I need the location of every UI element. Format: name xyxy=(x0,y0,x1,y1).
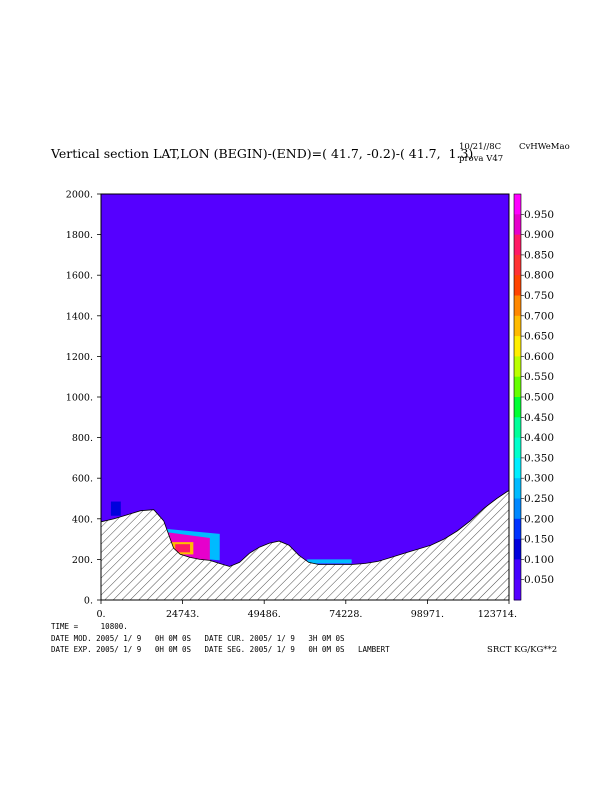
colorbar-swatch xyxy=(514,579,521,601)
colorbar-swatch xyxy=(514,498,521,520)
y-tick-label: 2000. xyxy=(66,190,93,201)
x-tick-label: 24743. xyxy=(166,609,199,620)
x-tick-label: 0. xyxy=(96,609,105,620)
plot-area xyxy=(101,194,509,600)
y-tick-label: 200. xyxy=(72,555,93,566)
y-tick-label: 1800. xyxy=(66,230,93,241)
colorbar-label: 0.850 xyxy=(524,249,554,261)
colorbar-label: 0.900 xyxy=(524,229,554,241)
colorbar-label: 0.500 xyxy=(524,392,554,404)
x-tick-label: 123714. xyxy=(478,609,517,620)
colorbar-swatch xyxy=(514,356,521,378)
section-title: Vertical section LAT,LON (BEGIN)-(END)=(… xyxy=(51,146,474,161)
colorbar-swatch xyxy=(514,275,521,296)
y-tick-label: 1200. xyxy=(66,352,93,363)
colorbar-label: 0.750 xyxy=(524,290,554,302)
colorbar-swatch xyxy=(514,194,521,215)
terrain-hatched xyxy=(101,489,509,600)
colorbar-label: 0.600 xyxy=(524,351,554,363)
colorbar-label: 0.450 xyxy=(524,412,554,424)
field-patch xyxy=(175,544,191,553)
y-tick-label: 600. xyxy=(72,474,93,485)
colorbar-label: 0.700 xyxy=(524,310,554,322)
colorbar-label: 0.100 xyxy=(524,554,554,566)
colorbar-swatch xyxy=(514,539,521,560)
units-label: SRCT KG/KG**2 xyxy=(487,645,558,655)
colorbar-label: 0.800 xyxy=(524,270,554,282)
colorbar-swatch xyxy=(514,254,521,276)
colorbar-label: 0.050 xyxy=(524,574,554,586)
time-line: TIME = 10800. xyxy=(51,622,128,631)
date-line-2: DATE EXP. 2005/ 1/ 9 0H 0M 0S DATE SEG. … xyxy=(51,645,390,654)
colorbar-swatch xyxy=(514,295,521,317)
colorbar-swatch xyxy=(514,518,521,540)
model-code: CvHWeMao xyxy=(519,142,570,152)
colorbar-label: 0.150 xyxy=(524,534,554,546)
y-tick-label: 400. xyxy=(72,514,93,525)
field-patch xyxy=(307,559,352,564)
date-code: 10/21//8C xyxy=(459,142,502,152)
field-patch xyxy=(110,501,121,516)
colorbar-swatch xyxy=(514,234,521,256)
colorbar-swatch xyxy=(514,315,521,337)
colorbar-label: 0.300 xyxy=(524,473,554,485)
y-tick-label: 1000. xyxy=(66,393,93,404)
colorbar-swatch xyxy=(514,336,521,357)
colorbar-label: 0.650 xyxy=(524,331,554,343)
colorbar-label: 0.250 xyxy=(524,493,554,505)
colorbar-swatch xyxy=(514,437,521,459)
colorbar-label: 0.200 xyxy=(524,513,554,525)
colorbar-swatch xyxy=(514,559,521,581)
date-line-1: DATE MOD. 2005/ 1/ 9 0H 0M 0S DATE CUR. … xyxy=(51,634,345,643)
colorbar-swatch xyxy=(514,457,521,479)
y-tick-label: 800. xyxy=(72,433,93,444)
x-tick-label: 49486. xyxy=(248,609,281,620)
y-tick-label: 0. xyxy=(84,596,93,607)
y-tick-label: 1600. xyxy=(66,271,93,282)
colorbar-label: 0.950 xyxy=(524,209,554,221)
y-tick-label: 1400. xyxy=(66,311,93,322)
colorbar-swatch xyxy=(514,214,521,236)
colorbar-swatch xyxy=(514,478,521,499)
colorbar-swatch xyxy=(514,397,521,418)
x-tick-label: 98971. xyxy=(411,609,444,620)
colorbar-label: 0.400 xyxy=(524,432,554,444)
run-name: prova V47 xyxy=(459,154,504,164)
axes: 0. 200. 400. 600. 800. 1000. 1200. 1400. 1600. 18… xyxy=(66,190,517,621)
colorbar-swatch xyxy=(514,417,521,439)
colorbar-swatch xyxy=(514,376,521,398)
colorbar-label: 0.550 xyxy=(524,371,554,383)
colorbar: 0.950 0.900 0.850 0.800 0.750 0.700 0.650 0.600… xyxy=(513,193,554,601)
x-tick-label: 74228. xyxy=(329,609,362,620)
colorbar-label: 0.350 xyxy=(524,452,554,464)
